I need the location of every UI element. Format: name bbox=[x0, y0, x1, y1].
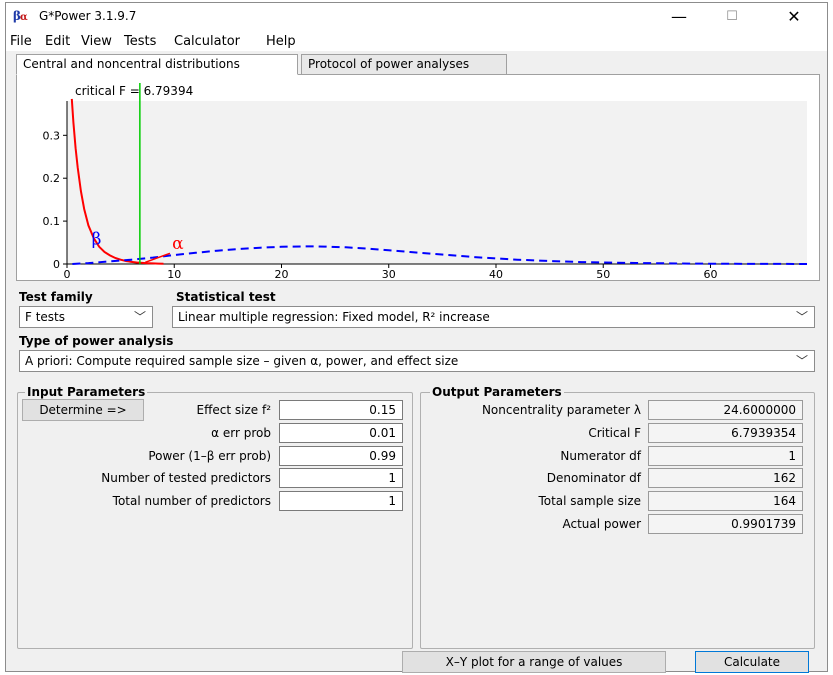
chevron-down-icon: ﹀ bbox=[133, 310, 146, 324]
critical-f-output: 6.7939354 bbox=[648, 423, 803, 443]
y-tick-label-1: 0.1 bbox=[43, 215, 61, 228]
power-analysis-select[interactable]: A priori: Compute required sample size –… bbox=[19, 350, 815, 372]
y-tick-label-3: 0.3 bbox=[43, 129, 61, 142]
power-input[interactable]: 0.99 bbox=[279, 446, 403, 466]
alpha-pointer-line bbox=[145, 252, 171, 263]
menu-calculator[interactable]: Calculator bbox=[174, 34, 241, 49]
beta-label: β bbox=[92, 230, 102, 250]
plot-area bbox=[67, 101, 807, 264]
window-title: G*Power 3.1.9.7 bbox=[39, 9, 137, 23]
gpower-window: βα G*Power 3.1.9.7 — ☐ ✕ File Edit View … bbox=[5, 2, 828, 673]
statistical-test-label: Statistical test bbox=[176, 290, 276, 304]
menu-file[interactable]: File bbox=[10, 34, 32, 49]
x-tick-label-1: 10 bbox=[167, 268, 181, 280]
minimize-button[interactable]: — bbox=[671, 7, 687, 26]
menu-help[interactable]: Help bbox=[266, 34, 296, 49]
tab-distributions[interactable]: Central and noncentral distributions bbox=[16, 54, 298, 75]
output-parameters-group bbox=[420, 392, 815, 649]
x-tick-label-3: 30 bbox=[382, 268, 396, 280]
input-parameters-group bbox=[17, 392, 413, 649]
x-tick-label-6: 60 bbox=[703, 268, 717, 280]
chevron-down-icon: ﹀ bbox=[795, 354, 808, 368]
menu-tests[interactable]: Tests bbox=[124, 34, 157, 49]
xy-plot-button[interactable]: X–Y plot for a range of values bbox=[402, 651, 666, 673]
close-button[interactable]: ✕ bbox=[787, 7, 801, 26]
determine-button[interactable]: Determine => bbox=[22, 399, 144, 421]
denominator-df-label: Denominator df bbox=[546, 471, 641, 485]
x-tick-label-2: 20 bbox=[274, 268, 288, 280]
h0-distribution-curve bbox=[70, 98, 164, 265]
actual-power-label: Actual power bbox=[562, 517, 642, 531]
critical-f-label: Critical F bbox=[588, 426, 641, 440]
calculate-button[interactable]: Calculate bbox=[695, 651, 809, 673]
test-family-value: F tests bbox=[25, 310, 66, 324]
effect-size-input[interactable]: 0.15 bbox=[279, 400, 403, 420]
chevron-down-icon: ﹀ bbox=[795, 310, 808, 324]
alpha-err-input[interactable]: 0.01 bbox=[279, 423, 403, 443]
x-tick-label-4: 40 bbox=[489, 268, 503, 280]
power-label: Power (1–β err prob) bbox=[148, 449, 271, 463]
tested-predictors-input[interactable]: 1 bbox=[279, 468, 403, 488]
menu-edit[interactable]: Edit bbox=[45, 34, 71, 49]
power-analysis-value: A priori: Compute required sample size –… bbox=[25, 354, 459, 368]
alpha-err-label: α err prob bbox=[211, 426, 271, 440]
distribution-plot: 0 0.1 0.2 0.3 0 10 20 30 40 50 60 critical F = 6.79… bbox=[43, 83, 808, 280]
denominator-df-output: 162 bbox=[648, 468, 803, 488]
test-family-label: Test family bbox=[19, 290, 93, 304]
statistical-test-select[interactable]: Linear multiple regression: Fixed model,… bbox=[172, 306, 815, 328]
y-tick-label-2: 0.2 bbox=[43, 172, 61, 185]
gpower-beta-alpha-icon: βα bbox=[13, 9, 28, 23]
y-tick-label-0: 0 bbox=[53, 258, 60, 271]
title-bar: βα G*Power 3.1.9.7 — ☐ ✕ bbox=[6, 3, 827, 31]
actual-power-output: 0.9901739 bbox=[648, 514, 803, 534]
maximize-button[interactable]: ☐ bbox=[726, 9, 738, 24]
tested-predictors-label: Number of tested predictors bbox=[101, 471, 271, 485]
critical-f-annotation: critical F = 6.79394 bbox=[75, 84, 193, 98]
noncentrality-output: 24.6000000 bbox=[648, 400, 803, 420]
distribution-plot-panel: 0 0.1 0.2 0.3 0 10 20 30 40 50 60 critical F = 6.79… bbox=[16, 74, 820, 281]
numerator-df-label: Numerator df bbox=[560, 449, 641, 463]
total-predictors-input[interactable]: 1 bbox=[279, 491, 403, 511]
effect-size-label: Effect size f² bbox=[196, 403, 271, 417]
x-tick-label-0: 0 bbox=[64, 268, 71, 280]
total-sample-size-output: 164 bbox=[648, 491, 803, 511]
numerator-df-output: 1 bbox=[648, 446, 803, 466]
input-parameters-label: Input Parameters bbox=[25, 385, 148, 399]
menu-view[interactable]: View bbox=[81, 34, 112, 49]
x-tick-label-5: 50 bbox=[596, 268, 610, 280]
total-predictors-label: Total number of predictors bbox=[112, 494, 271, 508]
noncentrality-label: Noncentrality parameter λ bbox=[481, 403, 641, 417]
test-family-select[interactable]: F tests ﹀ bbox=[19, 306, 153, 328]
statistical-test-value: Linear multiple regression: Fixed model,… bbox=[178, 310, 490, 324]
tab-protocol[interactable]: Protocol of power analyses bbox=[301, 54, 507, 75]
output-parameters-label: Output Parameters bbox=[430, 385, 564, 399]
power-analysis-label: Type of power analysis bbox=[19, 334, 174, 348]
alpha-label: α bbox=[172, 234, 184, 254]
total-sample-size-label: Total sample size bbox=[538, 494, 641, 508]
menu-bar: File Edit View Tests Calculator Help bbox=[6, 31, 827, 51]
